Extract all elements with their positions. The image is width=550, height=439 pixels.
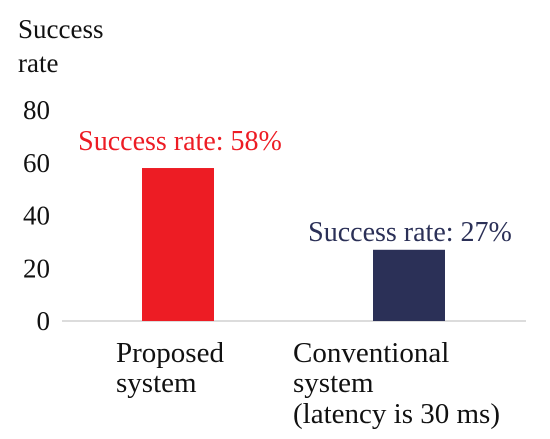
data-label: Success rate: 27% <box>308 217 512 248</box>
category-label-line: (latency is 30 ms) <box>293 397 500 430</box>
y-axis-label-line: rate <box>18 48 59 78</box>
y-tick-label: 0 <box>37 306 51 336</box>
category-label-line: system <box>293 367 374 400</box>
y-axis-label-line: Success <box>18 14 104 44</box>
category-label-proposed: Proposed system <box>116 338 224 399</box>
bar <box>142 168 214 321</box>
category-label-line: Conventional <box>293 337 450 369</box>
bar <box>373 249 445 321</box>
category-label-line: Proposed <box>116 337 224 369</box>
y-tick-label: 80 <box>23 95 50 125</box>
y-tick-label: 40 <box>23 201 50 231</box>
data-label: Success rate: 58% <box>78 126 282 157</box>
y-tick-label: 20 <box>23 253 50 283</box>
y-tick-label: 60 <box>23 148 50 178</box>
category-label-line: system <box>116 367 197 400</box>
category-label-conventional: Conventional system (latency is 30 ms) <box>293 337 500 430</box>
